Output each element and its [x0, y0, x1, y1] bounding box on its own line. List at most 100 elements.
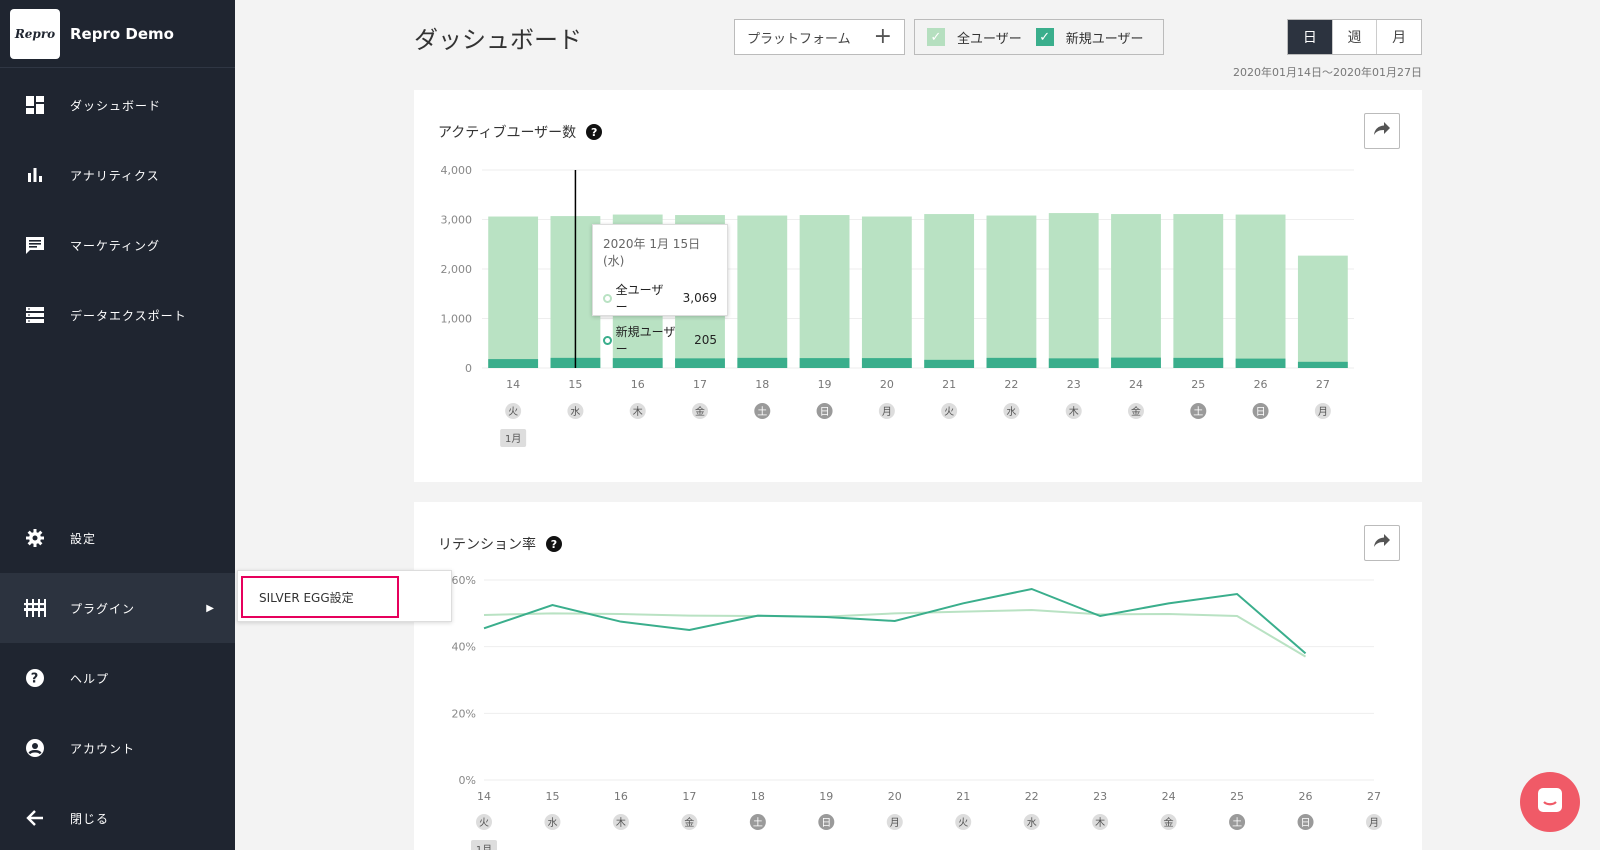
weekday-badge [749, 814, 766, 830]
weekday-label: 火 [958, 817, 968, 829]
share-button[interactable] [1364, 525, 1400, 561]
bar-all-users [986, 215, 1037, 368]
legend-dot-icon [603, 335, 612, 345]
sidebar-item-settings[interactable]: 設定 [0, 503, 235, 573]
weekday-label: 水 [570, 406, 580, 418]
help-icon[interactable]: ? [546, 536, 562, 552]
month-badge [471, 840, 497, 850]
x-tick-label: 22 [1004, 378, 1018, 391]
bar-new-users [737, 357, 788, 368]
platform-button-label: プラットフォーム [747, 31, 851, 47]
card-title-text: アクティブユーザー数 [438, 125, 577, 141]
weekday-badge [818, 814, 835, 830]
x-tick-label: 17 [693, 378, 707, 391]
bar-new-users [799, 358, 850, 368]
weekday-label: 木 [633, 406, 643, 418]
sidebar-item-label: マーケティング [70, 238, 161, 253]
weekday-label: 日 [821, 818, 831, 829]
chat-icon [1536, 786, 1564, 818]
sidebar-item-account[interactable]: アカウント [0, 713, 235, 783]
tooltip-row-new: 新規ユーザー 205 [603, 323, 717, 357]
dashboard-icon [0, 95, 70, 115]
legend-dot-icon [603, 293, 612, 303]
active-users-title: アクティブユーザー数 ? [438, 122, 603, 142]
sidebar-item-export[interactable]: データエクスポート [0, 280, 235, 350]
x-tick-label: 14 [506, 378, 520, 391]
silver-egg-settings-item[interactable]: SILVER EGG設定 [241, 576, 399, 618]
x-tick-label: 19 [819, 790, 833, 803]
sidebar-item-close[interactable]: 閉じる [0, 783, 235, 850]
bar-new-users [1297, 361, 1348, 368]
y-tick-label: 2,000 [441, 263, 473, 276]
x-tick-label: 15 [545, 790, 559, 803]
weekday-label: 火 [944, 406, 954, 418]
weekday-badge [754, 403, 771, 419]
active-users-chart: 0 1,000 2,000 3,000 4,000 14 火 15 水 16 木 17 金 18 土 19 日 2… [441, 164, 1354, 447]
chat-button[interactable] [1520, 772, 1580, 832]
bar-new-users [1173, 357, 1224, 368]
weekday-badge [681, 814, 698, 830]
weekday-label: 火 [508, 406, 518, 418]
help-icon: ? [0, 668, 70, 688]
period-week-button[interactable]: 週 [1331, 20, 1377, 54]
sidebar-item-plugins[interactable]: プラグイン ▶ [0, 573, 235, 643]
help-icon[interactable]: ? [586, 124, 603, 140]
period-month-button[interactable]: 月 [1376, 20, 1421, 54]
user-filter: ✓ 全ユーザー ✓ 新規ユーザー [914, 19, 1164, 55]
weekday-badge [692, 403, 708, 419]
weekday-badge [1160, 814, 1177, 830]
weekday-badge [1297, 814, 1314, 830]
sidebar-item-analytics[interactable]: アナリティクス [0, 140, 235, 210]
weekday-label: 土 [757, 405, 767, 418]
period-day-button[interactable]: 日 [1288, 20, 1332, 54]
weekday-label: 月 [882, 406, 892, 418]
x-tick-label: 24 [1129, 378, 1143, 391]
checkbox-new-users[interactable]: ✓ [1035, 28, 1054, 46]
bar-all-users [1111, 214, 1161, 368]
account-icon [0, 738, 70, 758]
share-button[interactable] [1364, 113, 1400, 149]
weekday-label: 日 [1301, 818, 1311, 829]
weekday-badge [1128, 403, 1144, 419]
checkbox-all-users[interactable]: ✓ [927, 28, 945, 46]
x-tick-label: 17 [682, 790, 696, 803]
bar-all-users [1235, 214, 1286, 368]
message-icon [0, 235, 70, 255]
bar-all-users [924, 214, 975, 368]
caret-right-icon: ▶ [206, 602, 215, 614]
y-tick-label: 3,000 [441, 214, 473, 227]
bar-new-users [924, 359, 975, 368]
sidebar-item-label: アカウント [70, 741, 136, 756]
weekday-badge [816, 403, 833, 419]
x-tick-label: 27 [1367, 790, 1381, 803]
platform-button[interactable]: プラットフォーム + [734, 19, 905, 55]
weekday-badge [878, 403, 895, 419]
y-tick-label: 20% [452, 707, 476, 720]
sidebar-item-help[interactable]: ? ヘルプ [0, 643, 235, 713]
x-tick-label: 19 [818, 378, 832, 391]
sidebar-item-marketing[interactable]: マーケティング [0, 210, 235, 280]
y-tick-label: 0 [465, 362, 472, 375]
bar-new-users [675, 358, 725, 368]
weekday-badge [1252, 403, 1269, 419]
x-tick-label: 16 [631, 378, 645, 391]
tooltip-row-all: 全ユーザー 3,069 [603, 281, 717, 315]
bar-new-users [1235, 358, 1286, 368]
weekday-badge [567, 403, 584, 419]
weekday-badge [612, 814, 629, 830]
weekday-badge [505, 403, 522, 419]
sidebar-item-label: ダッシュボード [70, 98, 162, 113]
weekday-label: 日 [1256, 407, 1266, 418]
tooltip-new-label: 新規ユーザー [615, 325, 676, 356]
weekday-badge [1003, 403, 1020, 419]
sidebar-item-label: データエクスポート [70, 308, 187, 323]
weekday-badge [1314, 403, 1331, 419]
sidebar-item-label: 設定 [70, 531, 97, 546]
weekday-label: 月 [890, 817, 900, 829]
plugin-popup-menu: SILVER EGG設定 [237, 570, 452, 622]
x-tick-label: 26 [1254, 378, 1268, 391]
brand[interactable]: Repro Repro Demo [0, 0, 235, 68]
sidebar-item-dashboard[interactable]: ダッシュボード [0, 70, 235, 140]
x-tick-label: 27 [1316, 378, 1330, 391]
bar-all-users [799, 215, 850, 368]
